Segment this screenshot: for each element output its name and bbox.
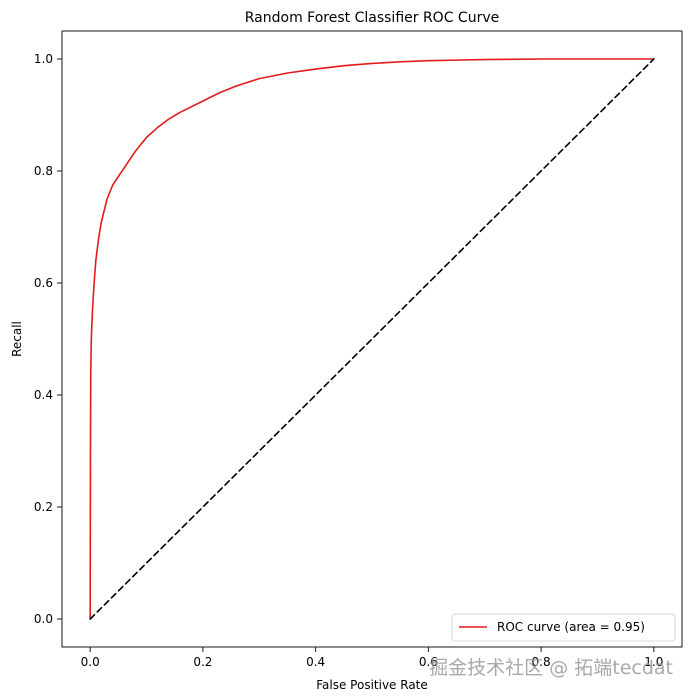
y-axis-ticks: 0.0 0.2 0.4 0.6 0.8 1.0 [34, 52, 62, 626]
roc-curve-line [89, 58, 655, 620]
legend-label-roc-curve: ROC curve (area = 0.95) [497, 620, 645, 634]
x-tick-label: 0.8 [532, 655, 551, 669]
y-tick-label: 0.6 [34, 276, 53, 290]
legend: ROC curve (area = 0.95) [451, 613, 676, 642]
chart-title: Random Forest Classifier ROC Curve [245, 10, 499, 26]
x-tick-label: 1.0 [644, 655, 663, 669]
watermark: 掘金技术社区 @ 拓端tecdat [429, 657, 673, 679]
y-tick-label: 0.8 [34, 164, 53, 178]
y-axis-label: Recall [10, 321, 24, 357]
legend-box [451, 613, 676, 642]
series-layer [89, 58, 655, 620]
x-tick-label: 0.6 [419, 655, 438, 669]
y-tick-label: 0.2 [34, 500, 53, 514]
y-tick-label: 1.0 [34, 52, 53, 66]
y-tick-label: 0.0 [34, 612, 53, 626]
x-axis-ticks: 0.0 0.2 0.4 0.6 0.8 1.0 [81, 647, 663, 669]
x-tick-label: 0.2 [193, 655, 212, 669]
x-tick-label: 0.4 [306, 655, 325, 669]
x-tick-label: 0.0 [81, 655, 100, 669]
y-tick-label: 0.4 [34, 388, 53, 402]
chance-diagonal-line [89, 58, 655, 620]
x-axis-label: False Positive Rate [316, 678, 428, 692]
